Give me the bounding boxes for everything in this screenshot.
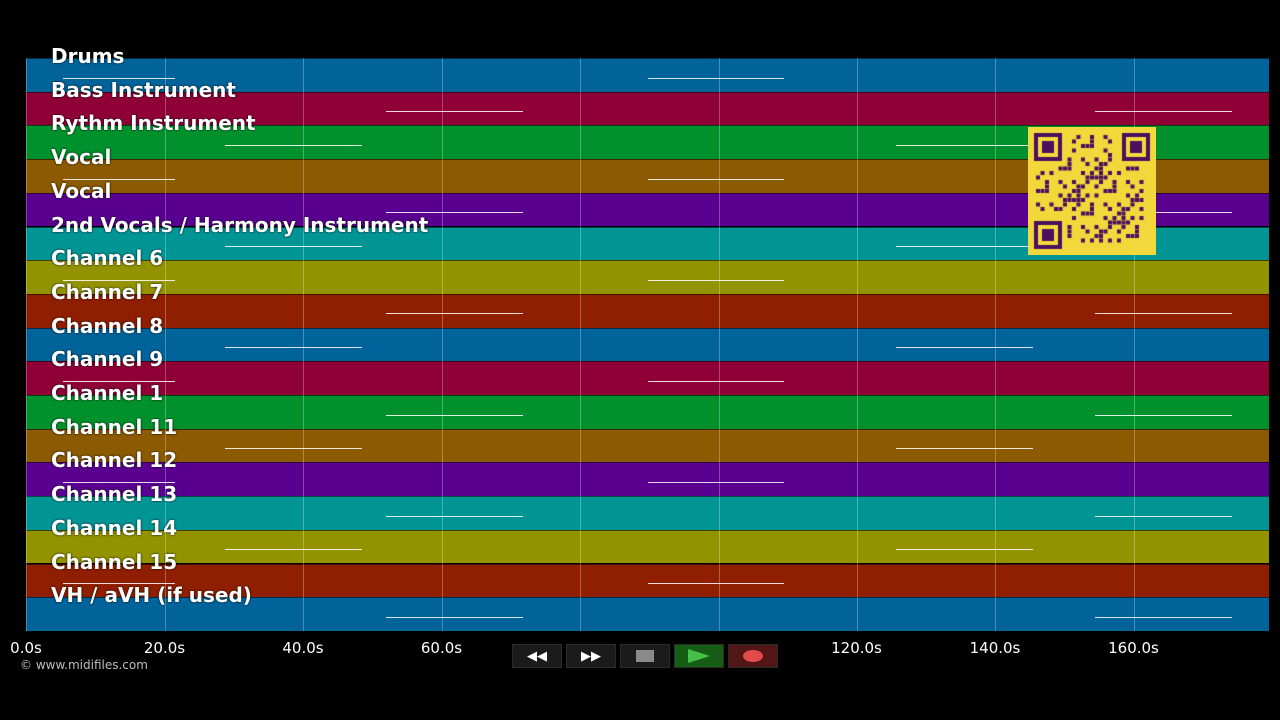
note-mark	[224, 347, 362, 349]
grid-line	[995, 58, 996, 631]
qr-pattern	[1028, 127, 1156, 255]
play-button[interactable]	[674, 644, 724, 668]
lane-label: Channel 12	[51, 448, 178, 473]
note-mark	[896, 144, 1033, 146]
lane-label: Vocal	[51, 178, 112, 203]
lane-label: Channel 7	[51, 279, 164, 304]
record-icon	[743, 650, 763, 662]
note-mark	[63, 279, 176, 281]
note-mark	[224, 144, 362, 146]
note-mark	[896, 347, 1033, 349]
lane-10	[26, 361, 1269, 395]
note-mark	[647, 77, 785, 79]
lane-label: Rythm Instrument	[51, 111, 256, 136]
tick-label: 20.0s	[143, 639, 186, 657]
note-mark	[63, 380, 176, 382]
lane-label: VH / aVH (if used)	[51, 583, 252, 608]
note-mark	[386, 313, 524, 315]
note-mark	[63, 583, 176, 585]
play-icon	[688, 649, 710, 663]
tick-label: 120.0s	[831, 639, 882, 657]
lane-13	[26, 462, 1269, 497]
lane-2	[26, 91, 1269, 126]
lane-label: Channel 8	[51, 313, 164, 338]
note-mark	[647, 279, 785, 281]
record-button[interactable]	[728, 644, 778, 668]
note-mark	[896, 549, 1033, 551]
lane-14	[26, 496, 1269, 530]
lane-label: Vocal	[51, 145, 112, 170]
lane-17	[26, 597, 1269, 631]
lane-label: Channel 15	[51, 549, 178, 574]
lane-label: Bass Instrument	[51, 77, 236, 102]
note-mark	[386, 111, 524, 113]
qr-code	[1028, 127, 1156, 255]
note-mark	[224, 448, 362, 450]
note-mark	[1094, 313, 1232, 315]
note-mark	[647, 178, 785, 180]
lane-label: Channel 13	[51, 482, 178, 507]
grid-line	[856, 58, 858, 631]
stop-button[interactable]	[620, 644, 670, 668]
tick-label: 140.0s	[969, 639, 1021, 657]
note-mark	[63, 178, 176, 180]
lane-label: Channel 9	[51, 347, 164, 372]
note-mark	[1094, 111, 1232, 113]
tick-label: 40.0s	[282, 639, 324, 657]
grid-line	[164, 58, 166, 631]
tick-label: 160.0s	[1108, 639, 1159, 657]
grid-line	[303, 58, 304, 631]
grid-line	[441, 58, 443, 631]
lane-label: Drums	[51, 44, 125, 68]
lane-15	[26, 529, 1269, 564]
note-mark	[896, 246, 1033, 248]
note-mark	[386, 616, 524, 618]
forward-button[interactable]: ▶▶	[566, 644, 616, 668]
note-mark	[386, 515, 524, 517]
forward-icon: ▶▶	[581, 648, 601, 664]
note-mark	[1094, 212, 1232, 214]
rewind-icon: ◀◀	[527, 648, 547, 664]
grid-line	[718, 58, 720, 631]
note-mark	[1094, 414, 1232, 416]
note-mark	[224, 246, 362, 248]
lane-16	[26, 563, 1269, 598]
note-mark	[386, 212, 524, 214]
note-mark	[1094, 515, 1232, 517]
note-mark	[386, 414, 524, 416]
rewind-button[interactable]: ◀◀	[512, 644, 562, 668]
note-mark	[63, 77, 176, 79]
lane-8	[26, 293, 1269, 328]
stop-icon	[636, 650, 654, 662]
lane-11	[26, 395, 1269, 429]
note-mark	[224, 549, 362, 551]
note-mark	[647, 583, 785, 585]
lane-7	[26, 260, 1269, 294]
note-mark	[896, 448, 1033, 450]
tick-label: 60.0s	[420, 639, 463, 657]
lane-label: 2nd Vocals / Harmony Instrument	[51, 212, 429, 237]
lane-12	[26, 428, 1269, 463]
lane-9	[26, 327, 1269, 362]
lane-label: Channel 6	[51, 246, 164, 271]
grid-line	[1133, 58, 1135, 631]
note-mark	[647, 380, 785, 382]
note-mark	[63, 481, 176, 483]
tick-label: 0.0s	[10, 639, 42, 657]
lane-label: Channel 1	[51, 381, 164, 405]
grid-line	[26, 58, 27, 631]
copyright-text: © www.midifiles.com	[20, 658, 148, 672]
transport-controls: ◀◀ ▶▶	[512, 644, 778, 668]
lane-label: Channel 14	[51, 515, 178, 540]
grid-line	[580, 58, 581, 631]
lane-1	[26, 58, 1269, 92]
note-mark	[1094, 616, 1232, 618]
lane-label: Channel 11	[51, 414, 178, 439]
note-mark	[647, 481, 785, 483]
